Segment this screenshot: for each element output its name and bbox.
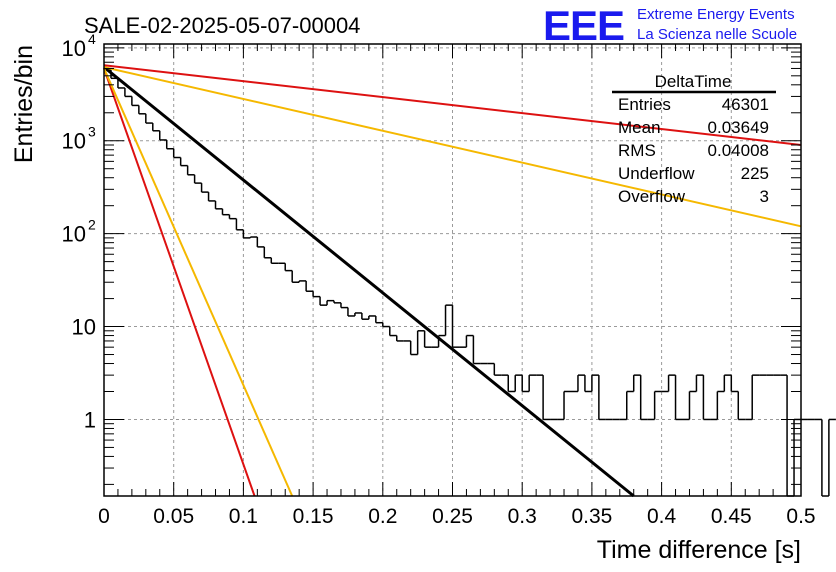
stats-label-mean: Mean: [618, 118, 661, 137]
x-tick-label: 0.4: [647, 505, 677, 528]
x-tick-label: 0.25: [432, 505, 473, 528]
y-tick-label: 10: [62, 36, 86, 61]
x-tick-label: 0.5: [786, 505, 815, 528]
x-tick-label: 0.35: [571, 505, 612, 528]
stats-box: DeltaTime Entries 46301 Mean 0.03649 RMS…: [612, 72, 776, 206]
axis-layer: 0 0.05 0.1 0.15 0.2 0.25 0.3 0.35 0.4 0.45 0.510 41…: [62, 31, 816, 528]
y-tick-label: 10: [62, 129, 86, 154]
logo-line-2: La Scienza nelle Scuole: [637, 26, 797, 43]
black-fit-line: [103, 65, 635, 498]
orange-fit-line: [103, 66, 802, 228]
run-title: SALE-02-2025-05-07-00004: [84, 13, 360, 38]
x-axis-label: Time difference [s]: [597, 536, 801, 564]
x-tick-label: 0.3: [508, 505, 537, 528]
orange-fit-line: [103, 68, 294, 497]
y-tick-label: 1: [84, 407, 96, 432]
grid-layer: [104, 44, 801, 496]
red-fit-line: [103, 64, 802, 146]
stats-label-entries: Entries: [618, 95, 671, 114]
stats-value-underflow: 225: [741, 164, 769, 183]
y-axis-label: Entries/bin: [10, 45, 38, 163]
x-tick-label: 0.15: [293, 505, 334, 528]
x-tick-label: 0.05: [153, 505, 194, 528]
stats-value-rms: 0.04008: [708, 141, 769, 160]
stats-value-entries: 46301: [722, 95, 769, 114]
eee-logo: EEE: [543, 2, 624, 49]
red-fit-line: [103, 68, 256, 497]
y-tick-exponent: 2: [88, 217, 96, 233]
stats-label-underflow: Underflow: [618, 164, 695, 183]
x-tick-label: 0.1: [229, 505, 258, 528]
series-layer: [103, 64, 836, 498]
x-tick-label: 0.2: [368, 505, 397, 528]
x-tick-label: 0: [98, 505, 110, 528]
stats-label-overflow: Overflow: [618, 187, 686, 206]
stats-title: DeltaTime: [655, 72, 732, 91]
logo-line-1: Extreme Energy Events: [637, 6, 795, 23]
stats-value-mean: 0.03649: [708, 118, 769, 137]
x-tick-label: 0.45: [711, 505, 752, 528]
stats-label-rms: RMS: [618, 141, 656, 160]
y-tick-label: 10: [72, 315, 96, 340]
y-tick-exponent: 4: [88, 31, 96, 47]
stats-value-overflow: 3: [760, 187, 769, 206]
y-tick-label: 10: [62, 222, 86, 247]
y-tick-exponent: 3: [88, 124, 96, 140]
